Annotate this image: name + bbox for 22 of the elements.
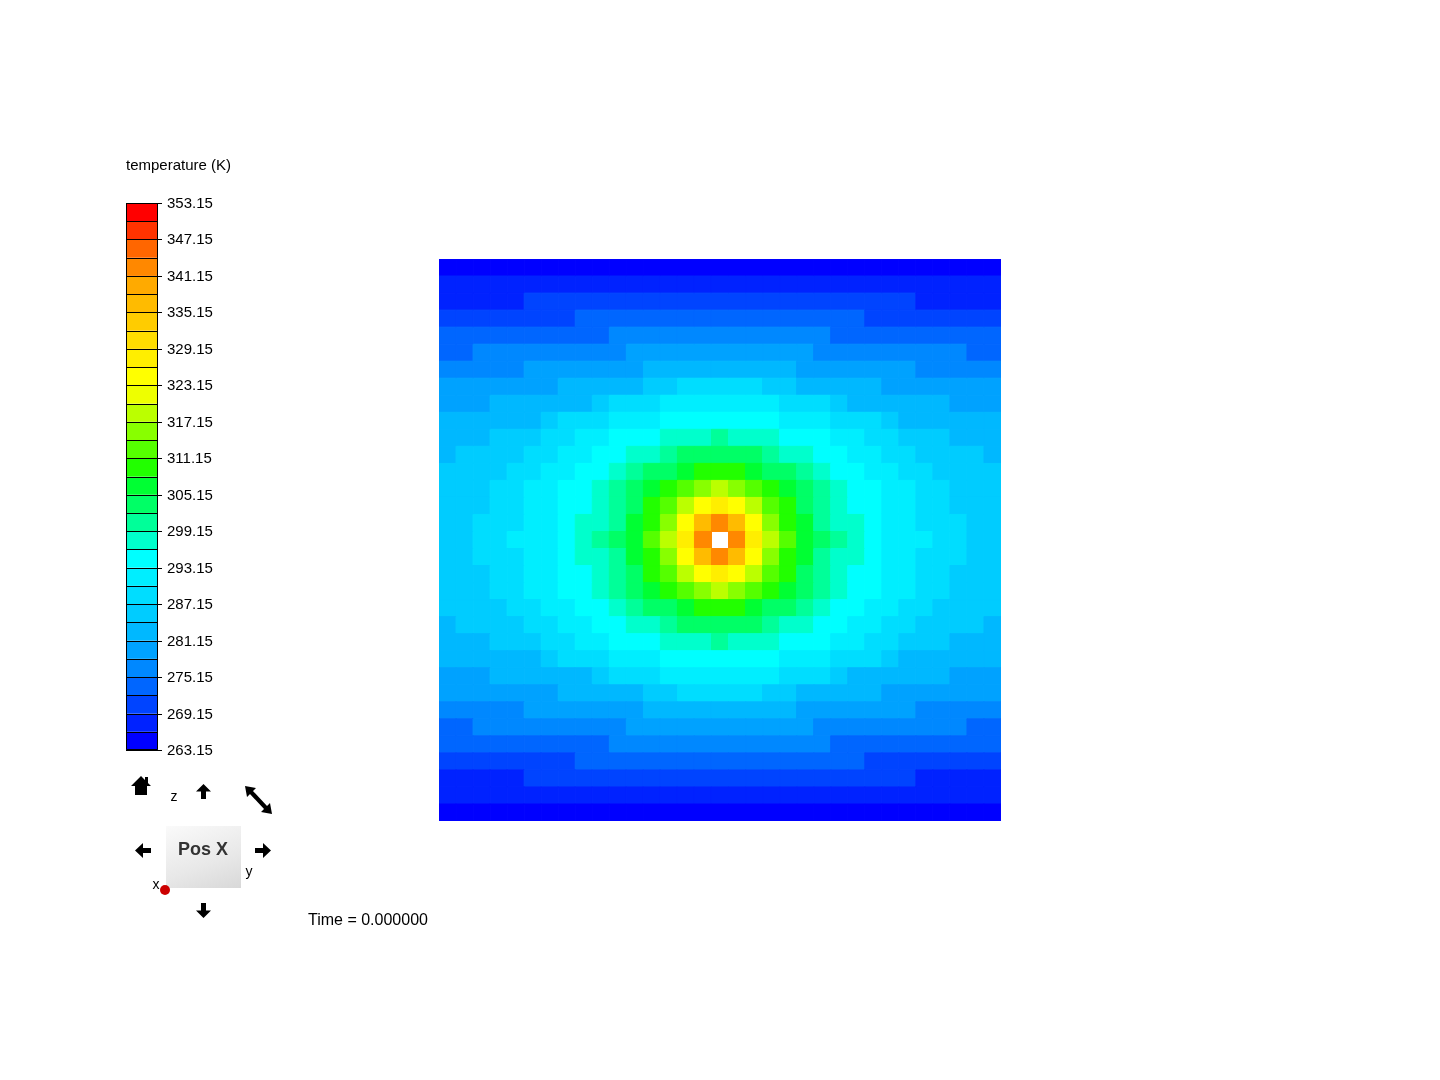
color-bar-label: 299.15 bbox=[167, 521, 213, 539]
color-bar-label: 341.15 bbox=[167, 266, 213, 284]
color-bar-label: 323.15 bbox=[167, 375, 213, 393]
color-bar-label: 305.15 bbox=[167, 485, 213, 503]
color-bar-label: 287.15 bbox=[167, 594, 213, 612]
color-bar-label: 347.15 bbox=[167, 229, 213, 247]
color-bar-label: 293.15 bbox=[167, 558, 213, 576]
color-bar-label: 263.15 bbox=[167, 740, 213, 758]
text: Pos X bbox=[177, 839, 229, 860]
color-bar-label: 269.15 bbox=[167, 704, 213, 722]
color-bar-label: 281.15 bbox=[167, 631, 213, 649]
text: x bbox=[152, 876, 160, 893]
color-bar-label: 335.15 bbox=[167, 302, 213, 320]
color-bar-label: 275.15 bbox=[167, 667, 213, 685]
text: y bbox=[245, 863, 253, 880]
color-bar-label: 353.15 bbox=[167, 193, 213, 211]
text: z bbox=[170, 788, 178, 805]
color-bar-label: 311.15 bbox=[167, 448, 212, 466]
color-bar-label: 329.15 bbox=[167, 339, 213, 357]
color-bar-title: temperature (K) bbox=[126, 156, 232, 174]
text: Time = 0.000000 bbox=[308, 911, 428, 929]
color-bar-label: 317.15 bbox=[167, 412, 213, 430]
